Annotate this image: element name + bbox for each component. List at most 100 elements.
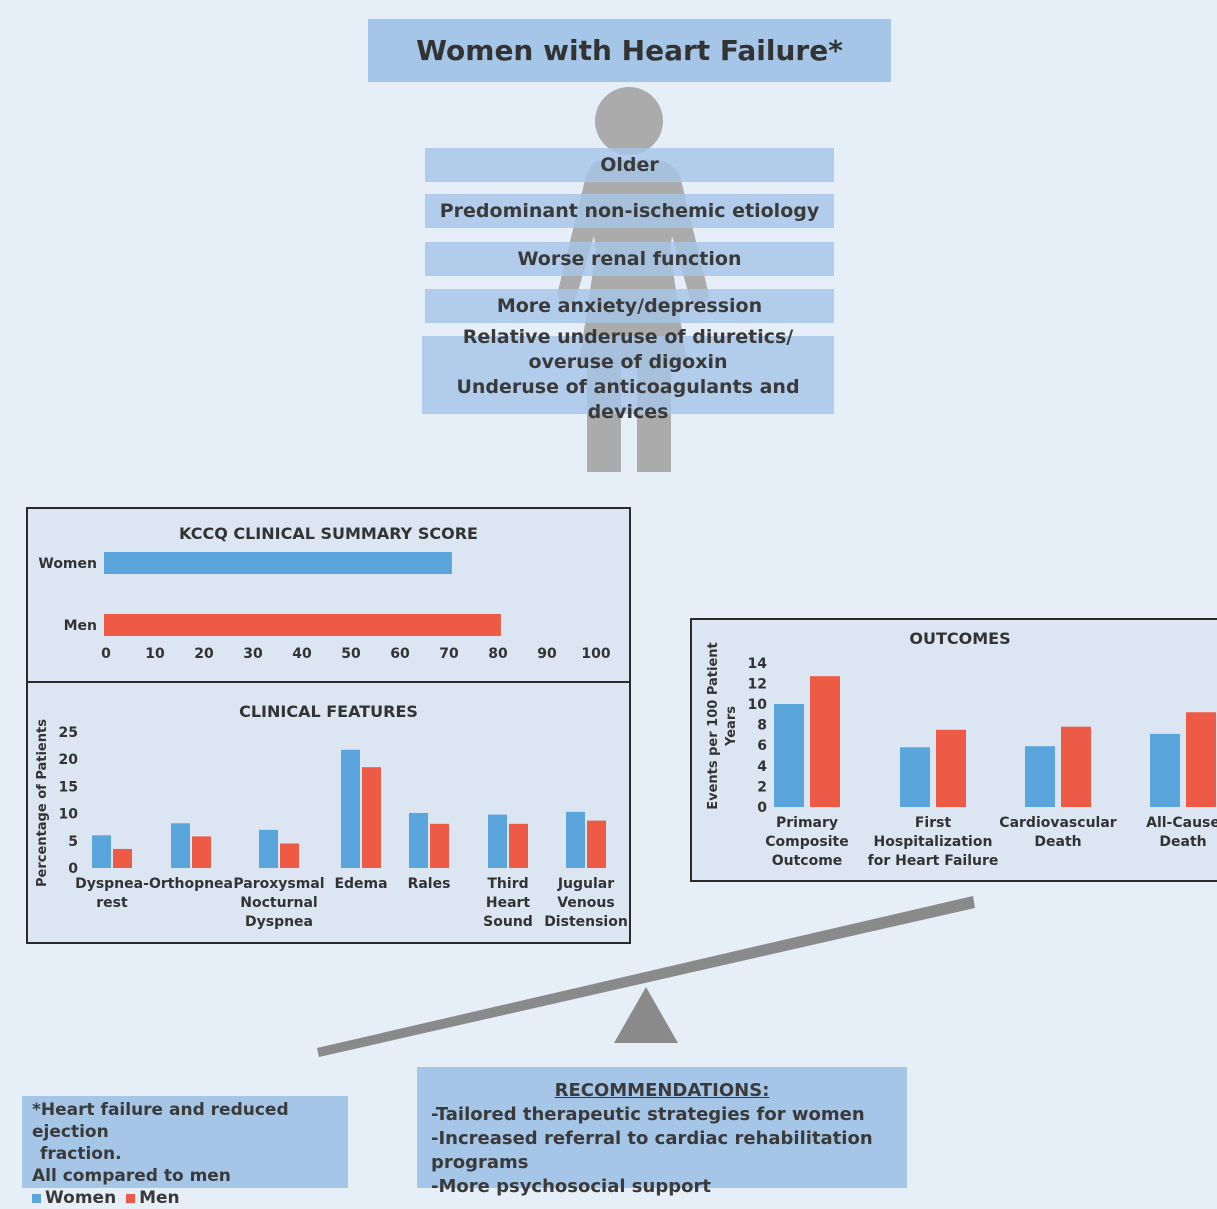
outcomes-category-label: Death [1159, 834, 1206, 850]
clinical-features-bar-men [280, 843, 299, 868]
clinical-features-y-tick: 5 [68, 834, 78, 850]
clinical-features-bar-women [341, 749, 360, 868]
clinical-features-category-label: Dyspnea- [75, 876, 149, 892]
kccq-x-tick: 30 [243, 646, 263, 662]
outcomes-y-tick: 2 [757, 779, 767, 795]
legend-women-swatch [32, 1193, 41, 1203]
clinical-features-category-label: Rales [408, 876, 451, 892]
clinical-features-bar-women [259, 829, 278, 868]
outcomes-bar-men [1186, 712, 1216, 807]
clinical-features-category-label: Distension [544, 914, 628, 930]
kccq-x-tick: 70 [439, 646, 459, 662]
clinical-features-category-label: Orthopnea [149, 876, 233, 892]
clinical-features-category-label: Dyspnea [245, 914, 313, 930]
recommendation-item: -More psychosocial support [431, 1176, 711, 1197]
clinical-features-category-label: Third [487, 876, 528, 892]
characteristic-anxiety: More anxiety/depression [425, 289, 834, 323]
kccq-x-tick: 50 [341, 646, 361, 662]
kccq-x-tick: 20 [194, 646, 214, 662]
clinical-features-panel [26, 681, 631, 944]
legend-men-label: Men [139, 1188, 180, 1208]
kccq-x-tick: 60 [390, 646, 410, 662]
clinical-features-y-tick: 15 [59, 779, 78, 795]
outcomes-bar-men [810, 676, 840, 807]
outcomes-bar-women [900, 747, 930, 807]
clinical-features-bar-men [113, 848, 132, 868]
kccq-bar [104, 614, 501, 636]
clinical-features-y-tick: 20 [59, 752, 79, 768]
outcomes-category-label: for Heart Failure [868, 853, 999, 869]
clinical-features-bar-men [192, 836, 211, 868]
outcomes-chart: 0 2 4 6 8 10 12 14 Primary Composite Outcome First H… [748, 656, 1217, 869]
outcomes-y-tick: 14 [748, 656, 768, 672]
footnote-box: *Heart failure and reduced ejection frac… [22, 1096, 348, 1208]
clinical-features-category-label: Sound [483, 914, 533, 930]
clinical-features-bar-men [509, 823, 528, 868]
outcomes-bar-women [1150, 733, 1180, 807]
kccq-panel [26, 507, 631, 683]
clinical-features-bar-women [566, 811, 585, 868]
kccq-x-tick: 100 [581, 646, 610, 662]
recommendation-item: -Increased referral to cardiac rehabilit… [431, 1128, 873, 1173]
clinical-features-bar-men [587, 820, 606, 868]
clinical-features-bar-women [171, 823, 190, 868]
recommendation-item: -Tailored therapeutic strategies for wom… [431, 1104, 865, 1125]
recommendations-title: RECOMMENDATIONS: [554, 1080, 770, 1101]
kccq-x-tick: 90 [537, 646, 557, 662]
clinical-features-chart: 0 5 10 15 20 25 Dyspnea-rest Orthopnea Paroxysma… [59, 725, 628, 930]
clinical-features-bar-men [362, 767, 381, 868]
clinical-features-category-label: Nocturnal [240, 895, 317, 911]
kccq-x-tick: 0 [101, 646, 111, 662]
clinical-features-title: CLINICAL FEATURES [239, 702, 418, 721]
clinical-features-category-label: Edema [334, 876, 387, 892]
clinical-features-category-label: Jugular [557, 876, 614, 892]
outcomes-category-label: Primary [776, 815, 838, 831]
footnote-line: All compared to men [32, 1166, 231, 1186]
clinical-features-bar-men [430, 823, 449, 868]
treatment-line: overuse of digoxin [528, 351, 728, 373]
outcomes-y-tick: 4 [757, 759, 767, 775]
kccq-category-label: Men [64, 618, 97, 634]
clinical-features-category-label: rest [96, 895, 128, 911]
outcomes-bar-women [774, 704, 804, 807]
footnote-line: fraction. [40, 1144, 122, 1164]
treatment-line: Relative underuse of diuretics/ [462, 326, 794, 348]
outcomes-y-tick: 0 [757, 800, 767, 816]
clinical-features-y-tick: 25 [59, 725, 78, 741]
kccq-category-label: Women [38, 556, 97, 572]
characteristic-renal: Worse renal function [425, 242, 834, 276]
clinical-features-bar-women [92, 835, 111, 868]
outcomes-category-label: All-Cause [1146, 815, 1217, 831]
outcomes-category-label: Hospitalization [874, 834, 993, 850]
outcomes-title: OUTCOMES [909, 629, 1011, 648]
outcomes-y-tick: 6 [757, 738, 767, 754]
kccq-title: KCCQ CLINICAL SUMMARY SCORE [179, 524, 478, 543]
outcomes-category-label: Death [1034, 834, 1081, 850]
characteristic-etiology: Predominant non-ischemic etiology [425, 194, 834, 228]
outcomes-y-tick: 8 [757, 718, 767, 734]
outcomes-category-label: Composite [765, 834, 848, 850]
clinical-features-category-label: Venous [557, 895, 614, 911]
kccq-x-tick: 40 [292, 646, 312, 662]
outcomes-category-label: Cardiovascular [999, 815, 1116, 831]
outcomes-bar-women [1025, 746, 1055, 807]
outcomes-y-tick: 10 [748, 697, 768, 713]
clinical-features-bar-women [488, 814, 507, 868]
legend-men-swatch [126, 1193, 136, 1203]
page-title: Women with Heart Failure* [368, 19, 891, 82]
treatment-box: Relative underuse of diuretics/ overuse … [422, 326, 834, 423]
outcomes-y-tick: 12 [748, 676, 767, 692]
kccq-x-tick: 10 [145, 646, 165, 662]
footnote-line: *Heart failure and reduced ejection [32, 1100, 289, 1142]
clinical-features-category-label: Paroxysmal [233, 876, 324, 892]
clinical-features-y-tick: 10 [59, 807, 79, 823]
recommendations-box: RECOMMENDATIONS: -Tailored therapeutic s… [417, 1067, 907, 1197]
treatment-line: Underuse of anticoagulants and devices [456, 376, 800, 423]
outcomes-category-label: Outcome [772, 853, 843, 869]
kccq-x-tick: 80 [488, 646, 508, 662]
clinical-features-category-label: Heart [486, 895, 531, 911]
characteristic-older: Older [425, 148, 834, 182]
kccq-bar [104, 552, 452, 574]
legend-women-label: Women [45, 1188, 117, 1208]
